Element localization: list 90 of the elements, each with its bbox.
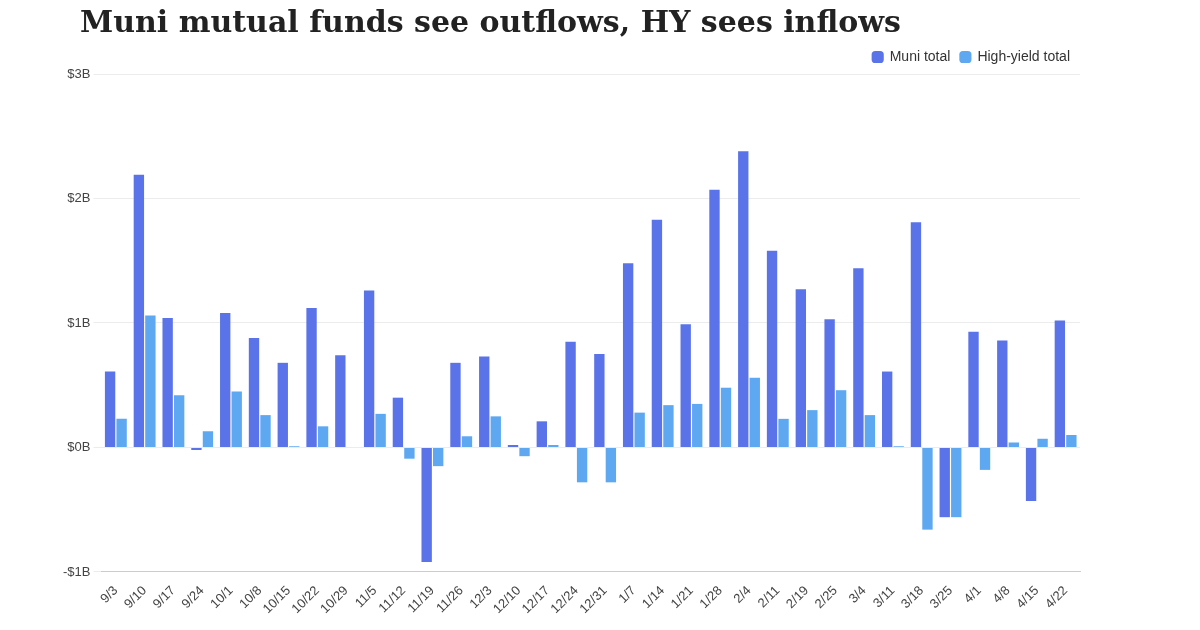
bar xyxy=(306,308,317,447)
y-tick-label: $2B xyxy=(67,190,91,206)
bar xyxy=(692,403,703,447)
bar xyxy=(1037,438,1048,447)
bar xyxy=(807,410,818,447)
x-tick-label: 4/1 xyxy=(960,582,984,606)
bar xyxy=(824,319,835,447)
bar xyxy=(248,337,260,447)
bar xyxy=(375,413,386,447)
x-tick-label: 2/4 xyxy=(730,582,754,606)
bar xyxy=(133,174,145,447)
bar xyxy=(979,447,991,470)
bar xyxy=(622,263,634,447)
x-tick-label: 10/1 xyxy=(207,582,236,612)
x-tick-label: 2/11 xyxy=(754,582,783,611)
bar xyxy=(490,416,501,447)
bar xyxy=(680,324,691,447)
bar xyxy=(663,405,674,447)
x-tick-label: 4/15 xyxy=(1012,582,1042,612)
bar xyxy=(1066,435,1077,447)
bar xyxy=(853,268,864,447)
x-tick-label: 9/24 xyxy=(178,582,207,612)
bar xyxy=(651,219,663,447)
bar xyxy=(173,395,185,447)
bar xyxy=(433,447,444,467)
x-tick-label: 3/11 xyxy=(869,582,898,611)
bar xyxy=(392,397,404,447)
bar xyxy=(335,355,346,447)
bar xyxy=(116,418,127,447)
bar xyxy=(104,371,116,447)
bar xyxy=(997,340,1008,447)
bar xyxy=(709,189,720,447)
x-tick-label: 1/14 xyxy=(638,582,668,612)
bar xyxy=(220,313,231,447)
bar xyxy=(939,447,950,518)
x-tick-label: 9/10 xyxy=(120,582,150,612)
bar xyxy=(231,391,242,447)
x-tick-label: 1/7 xyxy=(615,582,639,606)
y-tick-label: $3B xyxy=(67,65,91,81)
bar xyxy=(202,431,214,447)
y-tick-label: -$1B xyxy=(62,563,91,579)
x-tick-label: 1/28 xyxy=(696,582,725,612)
bar xyxy=(835,390,847,447)
bar xyxy=(479,356,490,447)
x-tick-label: 11/5 xyxy=(351,582,380,611)
x-tick-label: 9/3 xyxy=(97,582,121,606)
legend-label: Muni total xyxy=(889,47,951,64)
legend-label: High-yield total xyxy=(977,47,1071,64)
x-tick-label: 3/18 xyxy=(897,582,927,612)
bar xyxy=(795,289,807,447)
bar xyxy=(565,341,576,447)
bar xyxy=(1054,320,1066,447)
chart-title: Muni mutual funds see outflows, HY sees inflows xyxy=(80,4,901,39)
bar xyxy=(519,447,530,457)
bar xyxy=(968,331,979,447)
bar xyxy=(778,418,789,447)
bar xyxy=(634,412,645,447)
bar xyxy=(450,362,461,447)
bar xyxy=(720,387,732,447)
bar xyxy=(421,447,432,563)
x-tick-label: 3/25 xyxy=(926,582,956,612)
x-tick-label: 12/3 xyxy=(466,582,495,612)
bar xyxy=(1025,447,1037,502)
bar xyxy=(881,371,893,447)
bar xyxy=(260,415,271,447)
bar xyxy=(922,447,933,530)
y-tick-label: $0B xyxy=(67,439,91,455)
bar xyxy=(576,447,588,483)
bar xyxy=(1008,442,1019,447)
bar xyxy=(864,415,876,447)
bar xyxy=(766,250,778,447)
x-tick-label: 3/4 xyxy=(845,582,869,606)
bar xyxy=(536,421,547,447)
bar xyxy=(910,222,922,447)
bar xyxy=(162,318,173,447)
bar xyxy=(951,447,962,518)
bar xyxy=(404,447,415,459)
bar xyxy=(749,377,760,447)
bar xyxy=(738,151,749,447)
x-tick-label: 4/8 xyxy=(989,582,1013,606)
y-tick-label: $1B xyxy=(67,314,91,330)
bar xyxy=(605,447,617,483)
x-tick-label: 1/21 xyxy=(667,582,697,612)
bar xyxy=(363,290,375,447)
bar xyxy=(594,354,605,447)
bar xyxy=(317,426,329,447)
bar xyxy=(277,362,288,447)
x-tick-label: 4/22 xyxy=(1041,582,1071,612)
bar xyxy=(461,436,473,447)
bar xyxy=(145,315,156,447)
